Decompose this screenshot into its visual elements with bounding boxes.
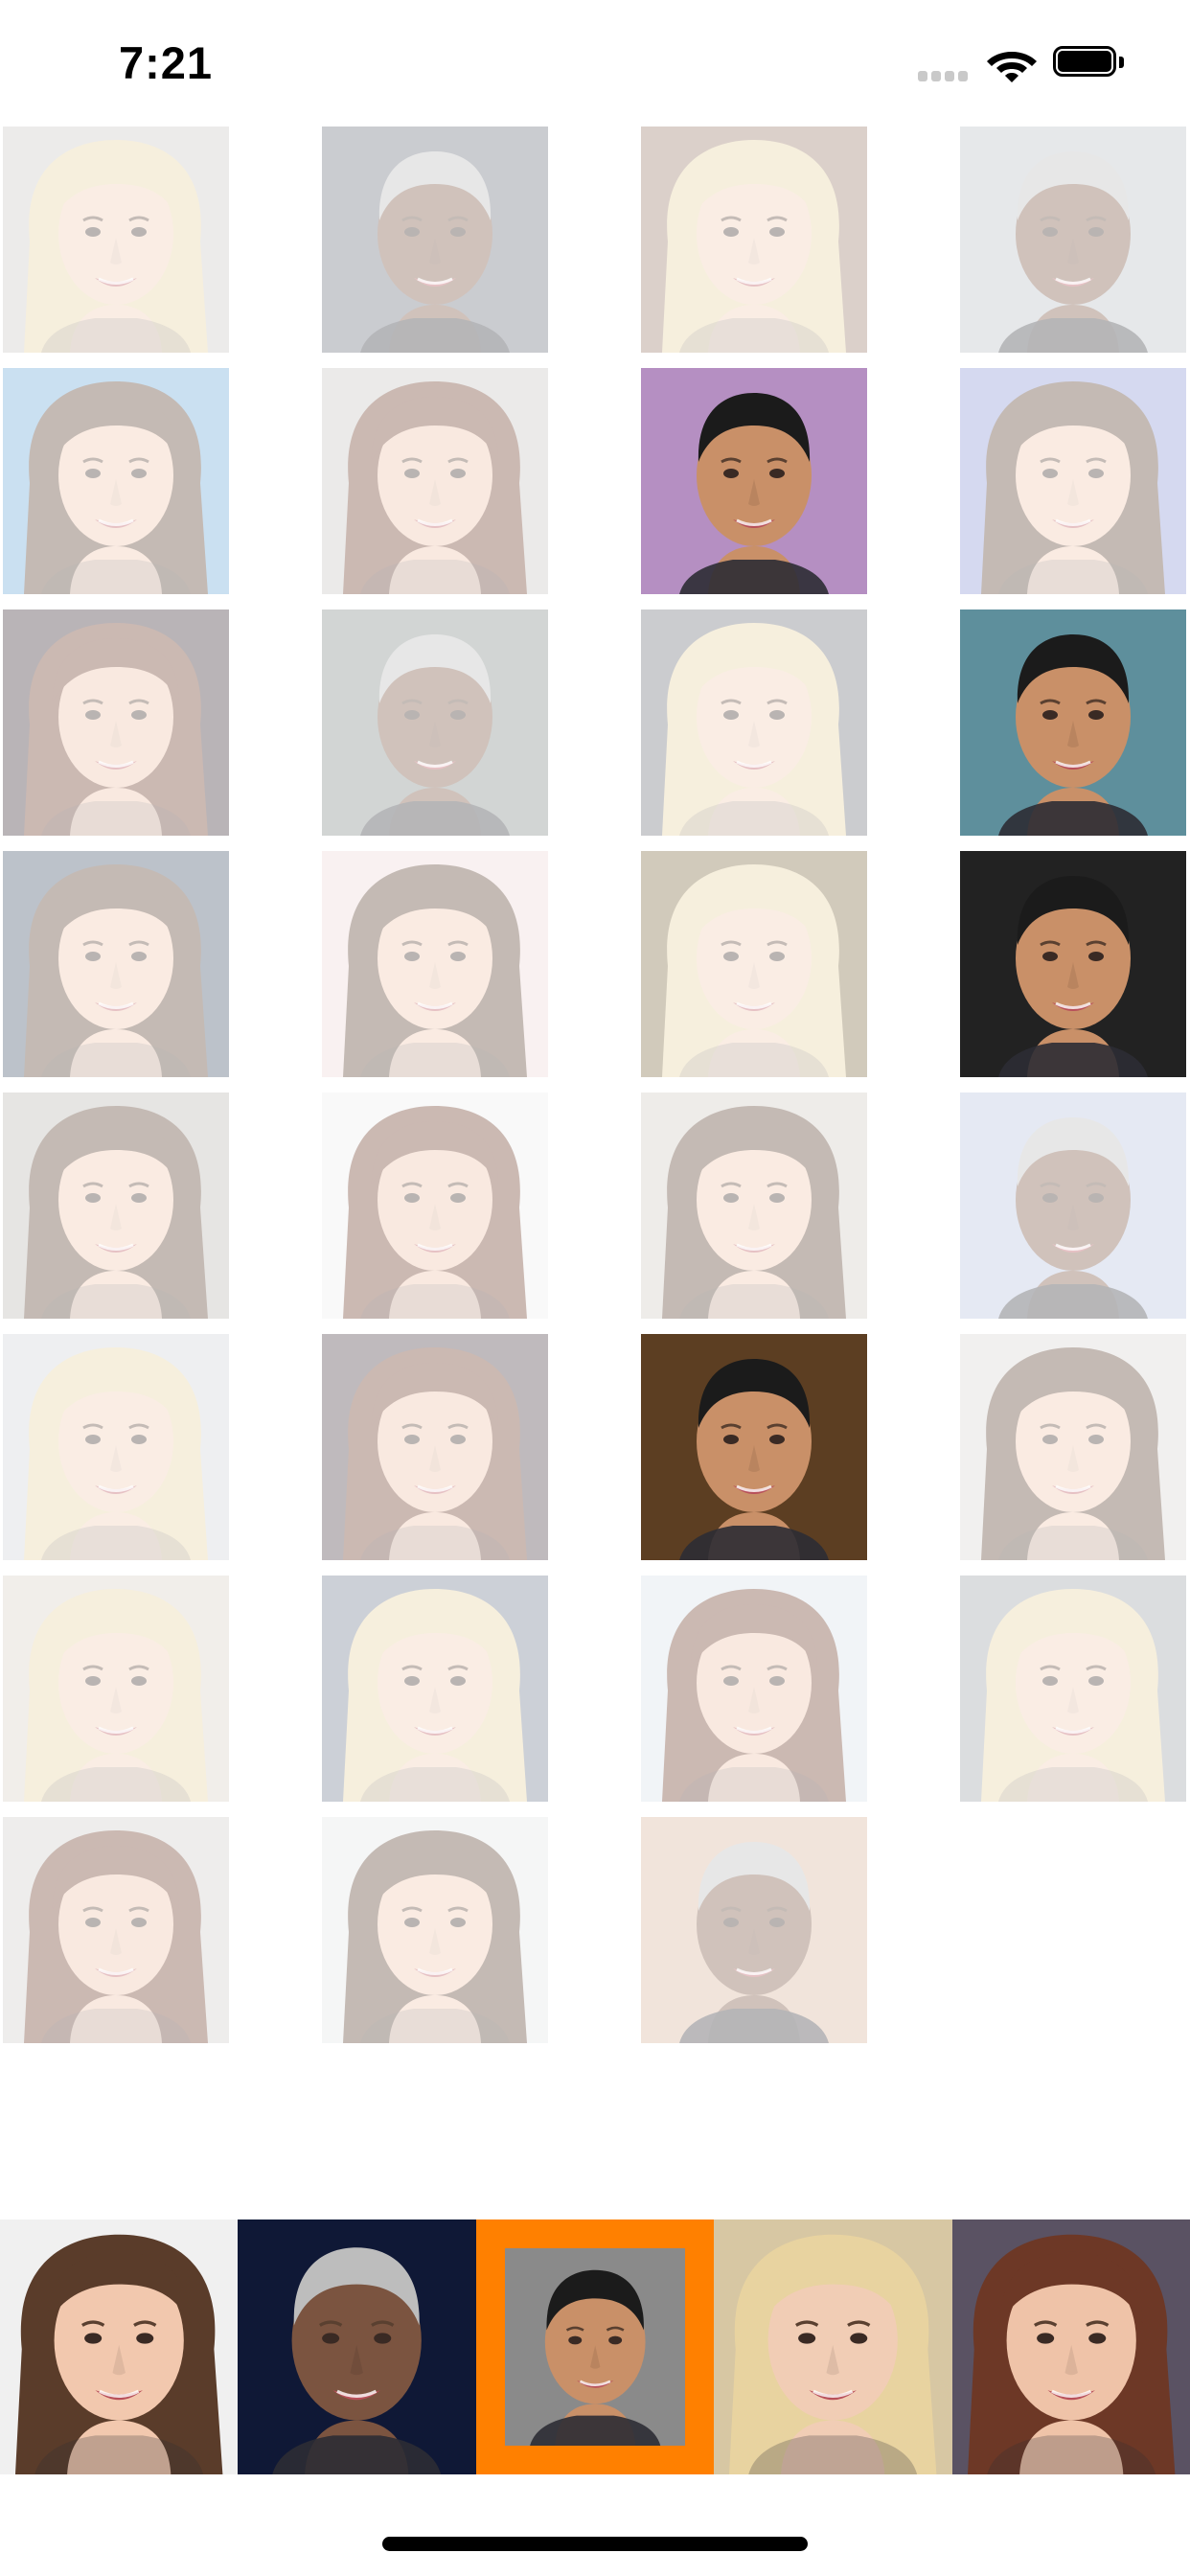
face-image <box>3 851 229 1077</box>
face-tile-brunette-woman[interactable] <box>960 1334 1186 1560</box>
face-image <box>322 368 548 594</box>
face-tile-blonde-woman[interactable] <box>3 126 229 353</box>
face-image <box>641 1334 867 1560</box>
person-thumbnail <box>951 2220 1190 2474</box>
face-image <box>322 1817 548 2043</box>
face-tile-brunette-woman[interactable] <box>322 851 548 1077</box>
face-image <box>3 1334 229 1560</box>
face-image <box>641 1092 867 1319</box>
carousel-item-blonde-woman[interactable] <box>714 2220 952 2474</box>
face-image <box>960 368 1186 594</box>
face-tile-grey-hair-man[interactable] <box>960 1092 1186 1319</box>
face-tile-blonde-woman[interactable] <box>3 1576 229 1802</box>
face-tile-blonde-woman[interactable] <box>641 851 867 1077</box>
face-tile-brunette-woman[interactable] <box>3 851 229 1077</box>
face-tile-dark-hair-man[interactable] <box>641 368 867 594</box>
face-image <box>3 1576 229 1802</box>
face-tile-brunette-woman[interactable] <box>641 1092 867 1319</box>
face-image <box>960 610 1186 836</box>
face-image <box>322 1092 548 1319</box>
face-image <box>641 610 867 836</box>
face-image <box>322 610 548 836</box>
face-tile-brunette-woman[interactable] <box>960 368 1186 594</box>
face-image <box>3 610 229 836</box>
person-thumbnail <box>238 2220 476 2474</box>
person-thumbnail <box>504 2248 686 2446</box>
face-tile-auburn-woman[interactable] <box>322 368 548 594</box>
face-tile-auburn-woman[interactable] <box>322 1334 548 1560</box>
face-tile-auburn-woman[interactable] <box>641 1576 867 1802</box>
cellular-signal-icon <box>918 71 973 84</box>
face-image <box>3 126 229 353</box>
face-tile-blonde-woman[interactable] <box>3 1334 229 1560</box>
face-tile-blonde-woman[interactable] <box>641 610 867 836</box>
face-grid <box>3 126 1187 2043</box>
face-image <box>960 1334 1186 1560</box>
face-tile-blonde-woman[interactable] <box>641 126 867 353</box>
face-image <box>641 368 867 594</box>
face-image <box>322 126 548 353</box>
status-time: 7:21 <box>119 37 214 88</box>
face-image <box>322 851 548 1077</box>
carousel-item-dark-hair-man[interactable] <box>475 2220 715 2474</box>
face-tile-auburn-woman[interactable] <box>3 610 229 836</box>
face-tile-dark-hair-man[interactable] <box>960 851 1186 1077</box>
battery-icon <box>1053 46 1128 80</box>
face-image <box>322 1334 548 1560</box>
face-tile-auburn-woman[interactable] <box>322 1092 548 1319</box>
face-tile-brunette-woman[interactable] <box>3 368 229 594</box>
face-image <box>3 368 229 594</box>
wifi-icon <box>985 46 1039 84</box>
face-image <box>960 126 1186 353</box>
carousel-item-brunette-woman[interactable] <box>0 2220 239 2474</box>
face-image <box>3 1817 229 2043</box>
face-tile-brunette-woman[interactable] <box>322 1817 548 2043</box>
face-tile-grey-hair-man[interactable] <box>960 126 1186 353</box>
face-image <box>322 1576 548 1802</box>
carousel-item-auburn-woman[interactable] <box>951 2220 1190 2474</box>
face-tile-auburn-woman[interactable] <box>3 1817 229 2043</box>
face-image <box>960 851 1186 1077</box>
face-image <box>641 126 867 353</box>
person-thumbnail <box>714 2220 952 2474</box>
face-image <box>960 1092 1186 1319</box>
face-tile-grey-hair-man[interactable] <box>641 1817 867 2043</box>
face-tile-dark-hair-man[interactable] <box>641 1334 867 1560</box>
home-indicator[interactable] <box>382 2537 808 2551</box>
face-image <box>960 1576 1186 1802</box>
face-tile-grey-hair-man[interactable] <box>322 610 548 836</box>
carousel-item-grey-hair-man[interactable] <box>238 2220 476 2474</box>
face-tile-blonde-woman[interactable] <box>322 1576 548 1802</box>
face-tile-blonde-woman[interactable] <box>960 1576 1186 1802</box>
face-tile-brunette-woman[interactable] <box>3 1092 229 1319</box>
face-tile-grey-hair-man[interactable] <box>322 126 548 353</box>
person-thumbnail <box>0 2220 239 2474</box>
status-bar: 7:21 <box>0 0 1190 126</box>
face-image <box>641 1817 867 2043</box>
face-image <box>641 1576 867 1802</box>
person-carousel[interactable] <box>0 2220 1190 2474</box>
face-image <box>3 1092 229 1319</box>
face-tile-dark-hair-man[interactable] <box>960 610 1186 836</box>
face-image <box>641 851 867 1077</box>
